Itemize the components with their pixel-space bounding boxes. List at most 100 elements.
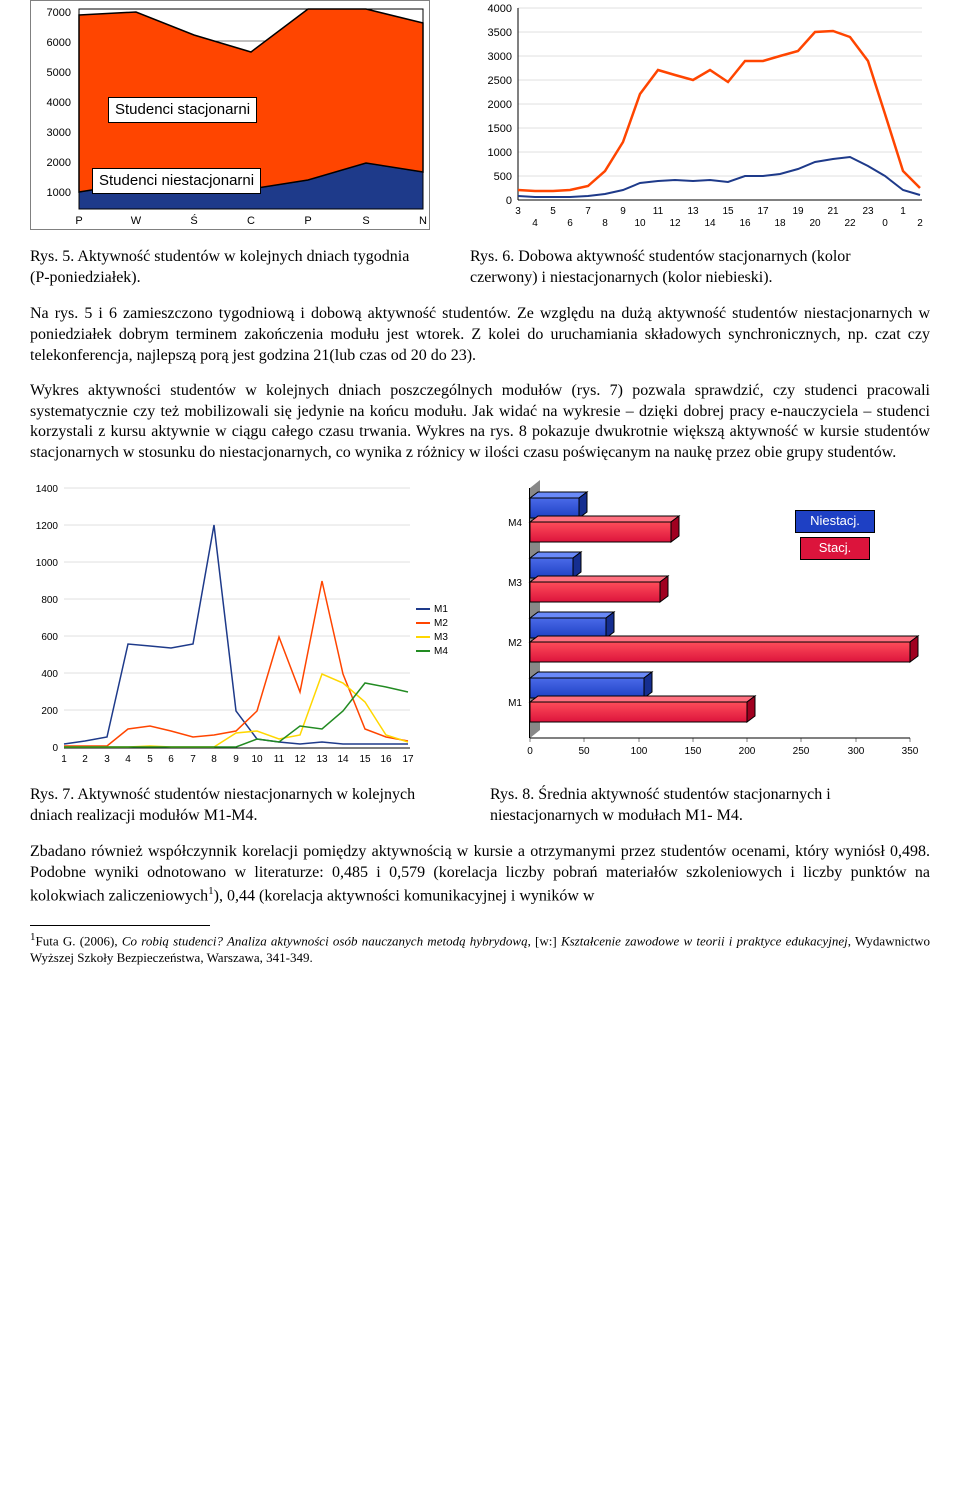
svg-text:300: 300 — [848, 746, 865, 757]
svg-text:2000: 2000 — [488, 99, 512, 111]
svg-text:16: 16 — [380, 754, 392, 765]
caption-7: Rys. 7. Aktywność studentów niestacjonar… — [30, 785, 450, 827]
caption-6: Rys. 6. Dobowa aktywność studentów stacj… — [470, 247, 900, 289]
paragraph-3: Zbadano również współczynnik korelacji p… — [30, 842, 930, 907]
legend-m1: M1 — [434, 603, 448, 616]
svg-text:1: 1 — [61, 754, 67, 765]
svg-text:2: 2 — [82, 754, 88, 765]
svg-text:14: 14 — [704, 218, 716, 229]
legend-niestacj: Niestacj. — [795, 510, 875, 533]
top-charts-row: 7000 6000 5000 4000 3000 2000 1000 — [30, 0, 930, 237]
svg-text:15: 15 — [722, 206, 734, 217]
svg-text:1200: 1200 — [36, 521, 59, 532]
svg-text:23: 23 — [862, 206, 874, 217]
legend-m4: M4 — [434, 645, 448, 658]
paragraph-2: Wykres aktywności studentów w kolejnych … — [30, 381, 930, 464]
svg-text:6: 6 — [168, 754, 174, 765]
legend-stacjonarni: Studenci stacjonarni — [108, 97, 257, 123]
svg-text:2500: 2500 — [488, 75, 512, 87]
svg-text:8: 8 — [211, 754, 217, 765]
chart-5: 7000 6000 5000 4000 3000 2000 1000 — [30, 0, 430, 237]
svg-text:12: 12 — [294, 754, 306, 765]
svg-text:800: 800 — [41, 595, 58, 606]
svg-text:M1: M1 — [508, 698, 522, 709]
svg-text:1000: 1000 — [36, 558, 59, 569]
svg-text:4: 4 — [532, 218, 538, 229]
lower-captions-row: Rys. 7. Aktywność studentów niestacjonar… — [30, 785, 930, 827]
svg-text:2000: 2000 — [47, 157, 71, 169]
svg-text:1500: 1500 — [488, 123, 512, 135]
footnote-author: Futa G. (2006), — [36, 933, 122, 948]
svg-text:6000: 6000 — [47, 37, 71, 49]
svg-text:M3: M3 — [508, 578, 522, 589]
svg-text:3: 3 — [515, 206, 521, 217]
svg-text:0: 0 — [506, 195, 512, 207]
paragraph-1: Na rys. 5 i 6 zamieszczono tygodniową i … — [30, 304, 930, 366]
svg-text:C: C — [247, 215, 255, 227]
top-captions-row: Rys. 5. Aktywność studentów w kolejnych … — [30, 247, 930, 289]
legend-stacj: Stacj. — [800, 537, 870, 560]
svg-text:100: 100 — [631, 746, 648, 757]
svg-text:15: 15 — [359, 754, 371, 765]
svg-text:500: 500 — [494, 171, 512, 183]
chart-6: 4000 3500 3000 2500 2000 1500 1000 500 0 — [470, 0, 930, 237]
svg-text:8: 8 — [602, 218, 608, 229]
svg-text:5: 5 — [550, 206, 556, 217]
chart-7-svg: 1400 1200 1000 800 600 400 200 0 — [30, 478, 450, 768]
svg-text:12: 12 — [669, 218, 681, 229]
svg-text:5: 5 — [147, 754, 153, 765]
footnote-source: Kształcenie zawodowe w teorii i praktyce… — [561, 933, 848, 948]
svg-text:M2: M2 — [508, 638, 522, 649]
legend-niestacjonarni: Studenci niestacjonarni — [92, 168, 261, 194]
svg-text:S: S — [362, 215, 369, 227]
svg-text:3000: 3000 — [47, 127, 71, 139]
chart-8: M4 M3 M2 — [490, 478, 920, 775]
svg-text:50: 50 — [578, 746, 590, 757]
svg-text:16: 16 — [739, 218, 751, 229]
svg-text:6: 6 — [567, 218, 573, 229]
svg-text:1000: 1000 — [488, 147, 512, 159]
svg-text:17: 17 — [757, 206, 769, 217]
svg-text:9: 9 — [620, 206, 626, 217]
svg-text:2: 2 — [917, 218, 923, 229]
footnote-in: , [w:] — [528, 933, 561, 948]
svg-text:21: 21 — [827, 206, 839, 217]
svg-text:4000: 4000 — [488, 3, 512, 15]
svg-text:11: 11 — [274, 754, 285, 765]
svg-text:22: 22 — [844, 218, 856, 229]
svg-text:400: 400 — [41, 669, 58, 680]
svg-text:5000: 5000 — [47, 67, 71, 79]
svg-text:150: 150 — [685, 746, 702, 757]
svg-text:11: 11 — [653, 206, 664, 217]
svg-text:7: 7 — [190, 754, 196, 765]
svg-text:10: 10 — [251, 754, 263, 765]
svg-text:0: 0 — [527, 746, 533, 757]
svg-text:19: 19 — [792, 206, 804, 217]
caption-5: Rys. 5. Aktywność studentów w kolejnych … — [30, 247, 430, 289]
svg-text:Ś: Ś — [190, 214, 197, 227]
svg-text:0: 0 — [882, 218, 888, 229]
svg-text:W: W — [131, 215, 142, 227]
svg-text:350: 350 — [902, 746, 919, 757]
svg-text:1: 1 — [900, 206, 906, 217]
chart-6-svg: 4000 3500 3000 2500 2000 1500 1000 500 0 — [470, 0, 930, 230]
svg-text:7: 7 — [585, 206, 591, 217]
chart8-legend: Niestacj. Stacj. — [795, 510, 875, 564]
paragraph-3-b: ), 0,44 (korelacja aktywności komunikacy… — [214, 887, 595, 904]
svg-text:7000: 7000 — [47, 7, 71, 19]
svg-text:4: 4 — [125, 754, 131, 765]
svg-text:4000: 4000 — [47, 97, 71, 109]
svg-text:200: 200 — [739, 746, 756, 757]
caption-8: Rys. 8. Średnia aktywność studentów stac… — [490, 785, 920, 827]
footnote-1: 1Futa G. (2006), Co robią studenci? Anal… — [30, 930, 930, 967]
svg-text:10: 10 — [634, 218, 646, 229]
svg-text:13: 13 — [687, 206, 699, 217]
svg-text:14: 14 — [337, 754, 349, 765]
svg-text:M4: M4 — [508, 518, 522, 529]
lower-charts-row: 1400 1200 1000 800 600 400 200 0 — [30, 478, 930, 775]
svg-text:200: 200 — [41, 706, 58, 717]
svg-text:0: 0 — [52, 743, 58, 754]
svg-text:3: 3 — [104, 754, 110, 765]
footnote-separator — [30, 925, 210, 926]
svg-text:13: 13 — [316, 754, 328, 765]
